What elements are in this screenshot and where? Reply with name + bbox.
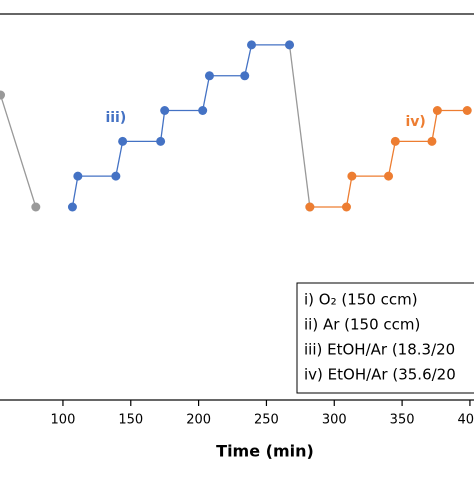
data-point <box>427 136 437 146</box>
data-point <box>111 171 121 181</box>
data-point <box>31 202 41 212</box>
data-point <box>247 40 257 50</box>
x-tick-label: 100 <box>51 413 76 428</box>
legend-entry: iii) EtOH/Ar (18.3/20 <box>304 341 455 359</box>
x-axis-label: Time (min) <box>216 442 314 461</box>
data-point <box>204 71 214 81</box>
x-tick-label: 350 <box>390 413 415 428</box>
plot-frame <box>0 13 474 401</box>
x-tick-label: 250 <box>254 413 279 428</box>
annotation: iii) <box>105 110 126 126</box>
data-point <box>305 202 315 212</box>
x-tick-label: 200 <box>186 413 211 428</box>
data-point <box>390 136 400 146</box>
data-point <box>341 202 351 212</box>
data-point <box>285 40 295 50</box>
data-point <box>0 90 6 100</box>
plot-area <box>0 40 472 212</box>
legend-entry: ii) Ar (150 ccm) <box>304 316 420 334</box>
data-point <box>160 106 170 115</box>
data-point <box>73 171 83 181</box>
x-tick-label: 150 <box>118 413 143 428</box>
data-point <box>240 71 250 81</box>
data-point <box>432 106 442 115</box>
annotation: iv) <box>406 114 426 130</box>
x-tick-label: 300 <box>322 413 347 428</box>
data-point <box>118 136 128 146</box>
data-point <box>384 171 394 181</box>
legend-entry: iv) EtOH/Ar (35.6/20 <box>304 366 456 384</box>
data-point <box>347 171 357 181</box>
legend-box <box>296 282 474 394</box>
x-tick-label: 400 <box>458 413 474 428</box>
series-line <box>0 44 311 208</box>
series-line <box>309 109 468 208</box>
data-point <box>67 202 77 212</box>
data-point <box>198 106 208 115</box>
data-point <box>462 106 472 115</box>
data-point <box>156 136 166 146</box>
legend-entry: i) O₂ (150 ccm) <box>304 291 418 309</box>
